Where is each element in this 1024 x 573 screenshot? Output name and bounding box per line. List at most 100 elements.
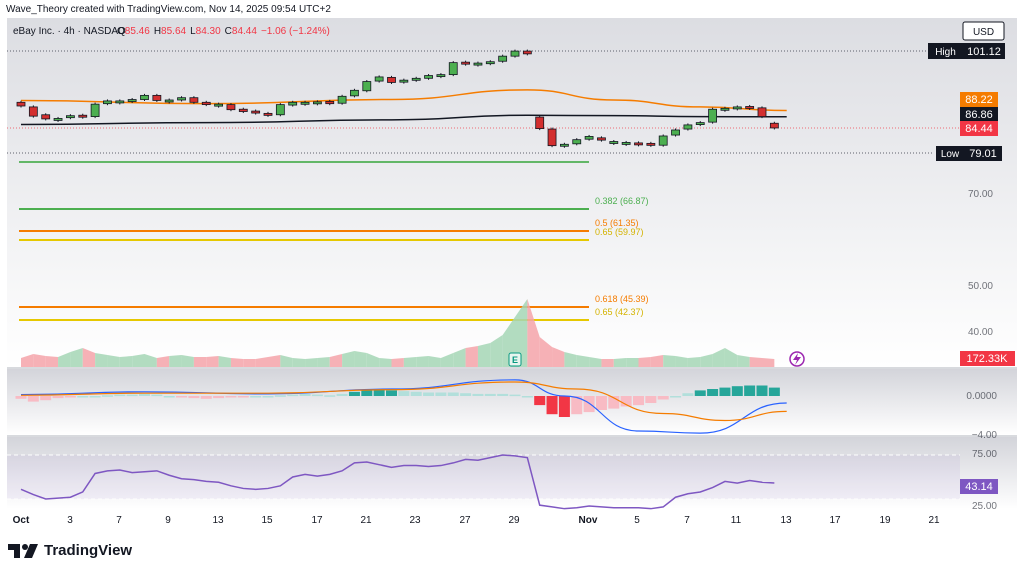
time-tick: 27 — [459, 515, 471, 526]
candle — [103, 99, 112, 106]
earnings-marker[interactable]: E — [508, 352, 522, 367]
candle — [485, 60, 495, 66]
macd-bar — [163, 396, 175, 398]
candle — [374, 75, 384, 83]
volume-segment — [564, 352, 577, 367]
candle-body — [535, 116, 545, 129]
candle — [597, 136, 606, 142]
currency-label: USD — [973, 27, 994, 38]
price-tick: 40.00 — [968, 327, 993, 338]
candle-body — [757, 107, 767, 118]
candle — [683, 123, 693, 131]
candle — [312, 100, 322, 106]
candle-body — [597, 137, 606, 141]
macd-bar — [670, 396, 682, 398]
candle — [325, 99, 335, 106]
candle — [288, 100, 298, 107]
volume-segment — [132, 354, 145, 367]
candle — [498, 54, 508, 63]
candle — [201, 100, 211, 107]
candle — [634, 141, 643, 147]
candle-body — [399, 79, 409, 83]
volume-segment — [156, 356, 170, 367]
macd-bar — [707, 389, 719, 396]
volume-segment — [119, 356, 133, 367]
currency-button[interactable]: USD — [962, 21, 1005, 41]
time-axis[interactable]: Oct 3 7 9 13 15 17 21 23 27 29 Nov 5 7 1… — [13, 515, 940, 526]
candle-body — [177, 97, 186, 101]
volume-segment — [21, 354, 34, 367]
macd-bar — [348, 391, 360, 396]
candle-body — [78, 114, 88, 118]
high-label: H — [154, 26, 161, 37]
candle — [127, 98, 137, 104]
main-pane[interactable] — [7, 18, 1017, 367]
time-tick: 17 — [829, 515, 841, 526]
macd-bar — [101, 395, 113, 397]
candle — [695, 121, 705, 127]
candle-body — [448, 62, 458, 76]
volume-segment — [762, 358, 775, 367]
candle-body — [238, 108, 248, 112]
candle — [584, 134, 594, 141]
candle — [671, 128, 680, 137]
volume-segment — [391, 358, 404, 367]
candle-body — [646, 142, 656, 146]
candle-body — [103, 100, 112, 105]
volume-segment — [403, 357, 417, 367]
candle — [572, 138, 582, 146]
volume-segment — [576, 355, 590, 367]
candle-body — [41, 114, 51, 120]
macd-bar — [237, 396, 249, 398]
fib-label: 0.618 (45.39) — [595, 294, 649, 304]
high-label: High — [935, 47, 956, 58]
signal-path — [20, 381, 787, 422]
volume-segment — [268, 355, 281, 367]
volume-segment — [490, 335, 503, 367]
candle — [251, 109, 261, 115]
macd-bar — [460, 393, 472, 396]
candle — [362, 80, 372, 93]
svg-text:88.22: 88.22 — [965, 94, 993, 106]
ema-orange-line — [20, 89, 787, 112]
candle — [609, 140, 619, 146]
candle-body — [436, 74, 446, 78]
close-value: 84.44 — [232, 26, 257, 37]
candles — [16, 49, 779, 148]
candle — [16, 100, 26, 108]
volume-segment — [379, 358, 392, 367]
candle — [115, 99, 125, 105]
svg-text:43.14: 43.14 — [965, 481, 993, 493]
tradingview-logo[interactable]: TradingView — [8, 542, 132, 559]
macd-pane[interactable] — [7, 369, 1017, 435]
macd-bar — [719, 387, 731, 396]
price-axis[interactable]: 70.00 50.00 40.00 High 101.12 88.22 86.8… — [928, 43, 1015, 512]
candle-body — [498, 55, 508, 62]
macd-bar — [534, 396, 546, 406]
lightning-icon[interactable] — [789, 351, 805, 367]
fib-label: 0.65 (59.97) — [595, 227, 644, 237]
candle-body — [312, 101, 322, 105]
top-bar: Wave_Theory created with TradingView.com… — [0, 0, 1024, 18]
volume-segment — [440, 353, 454, 367]
macd-bar — [645, 396, 657, 403]
volume-segment — [58, 352, 71, 367]
volume-segment — [453, 348, 466, 367]
rsi-band — [7, 455, 960, 499]
chart-frame[interactable]: eBay Inc. · 4h · NASDAQ O85.46 H85.64 L84.… — [7, 18, 1017, 530]
candle-body — [28, 106, 38, 117]
ema-orange-badge: 88.22 — [960, 92, 998, 107]
macd-bar — [509, 394, 521, 397]
candle — [535, 115, 545, 131]
candle-body — [350, 89, 359, 97]
macd-bar — [262, 396, 274, 398]
candle-body — [300, 101, 310, 105]
footer — [0, 534, 1024, 573]
macd-path — [20, 379, 787, 434]
time-tick: 19 — [879, 515, 891, 526]
rsi-pane[interactable] — [7, 437, 1017, 509]
volume-segment — [675, 356, 688, 367]
candle-body — [214, 103, 224, 107]
macd-bar — [15, 396, 27, 399]
macd-bar — [52, 396, 64, 399]
